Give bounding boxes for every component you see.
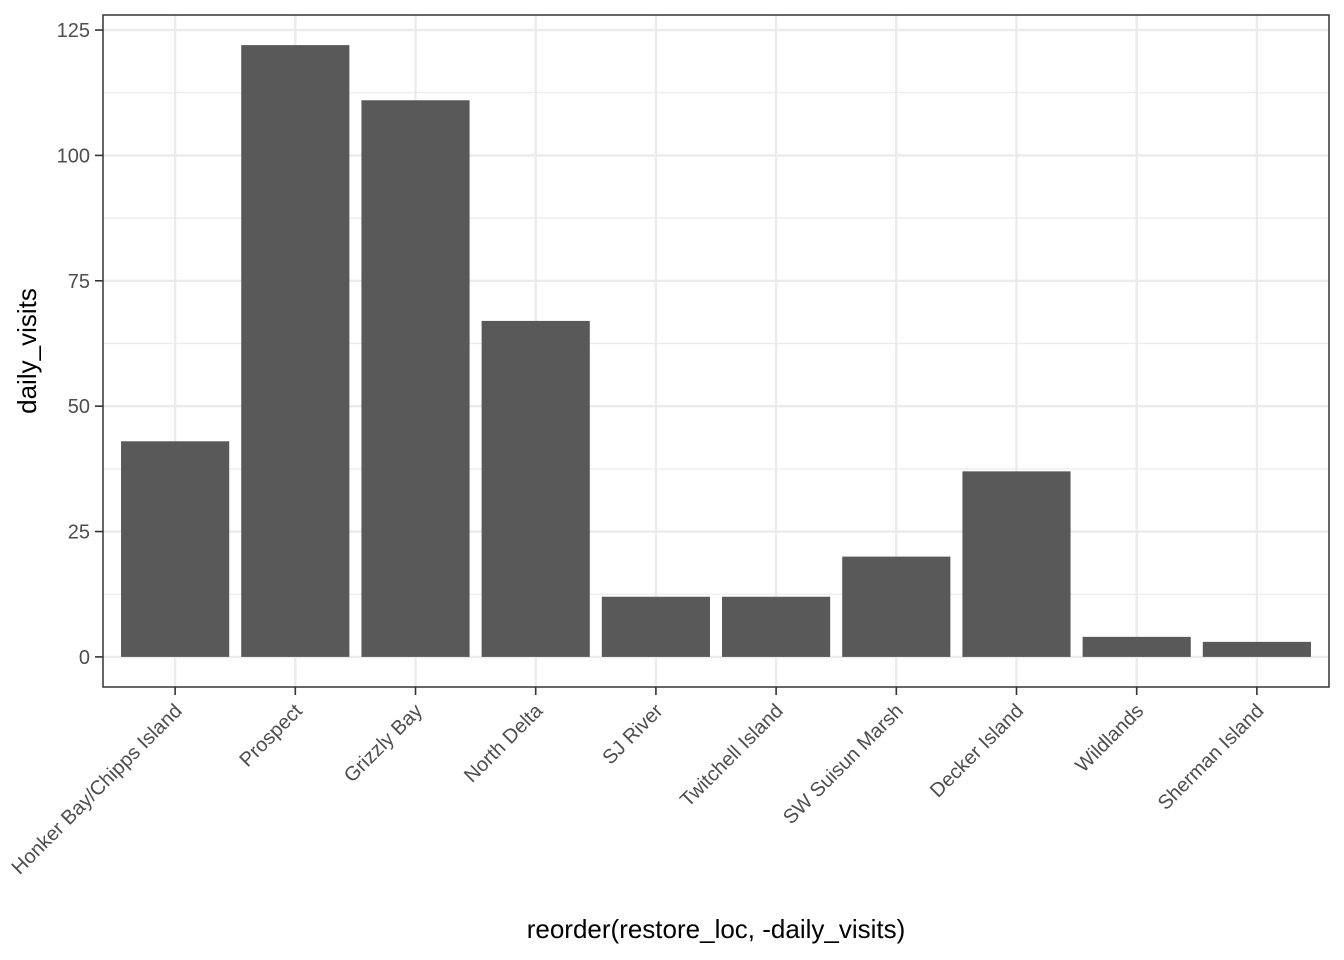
x-tick-label: SW Suisun Marsh: [779, 700, 908, 829]
y-tick-label: 75: [68, 271, 90, 293]
x-tick-label: North Delta: [460, 699, 548, 787]
bar: [842, 556, 951, 657]
x-tick-label: Wildlands: [1071, 700, 1148, 777]
x-tick-label: Honker Bay/Chipps Island: [8, 700, 187, 879]
x-tick-label: Twitchell Island: [676, 700, 787, 811]
y-axis: 0 25 50 75 100 125: [57, 20, 103, 669]
bar: [241, 45, 350, 657]
x-axis-title: reorder(restore_loc, -daily_visits): [527, 914, 906, 944]
x-tick-label: Grizzly Bay: [340, 700, 427, 787]
bar: [121, 441, 230, 657]
y-tick-label: 125: [57, 20, 90, 42]
bar: [722, 596, 831, 657]
x-tick-label: Prospect: [235, 700, 307, 772]
x-tick-label: SJ River: [598, 700, 667, 769]
bar: [962, 471, 1071, 657]
bar: [1202, 641, 1311, 657]
bar: [361, 100, 470, 657]
panel-border: [102, 14, 1330, 688]
y-tick-label: 0: [79, 647, 90, 669]
bar: [601, 596, 710, 657]
y-tick-label: 25: [68, 522, 90, 544]
x-axis: Honker Bay/Chipps Island Prospect Grizzly …: [8, 687, 1269, 879]
x-tick-label: Sherman Island: [1154, 700, 1269, 815]
y-tick-label: 100: [57, 145, 90, 167]
bars: [121, 45, 1311, 657]
bar: [481, 320, 590, 657]
y-tick-label: 50: [68, 396, 90, 418]
bar: [1082, 636, 1191, 657]
y-axis-title: daily_visits: [12, 288, 42, 414]
x-tick-label: Decker Island: [926, 700, 1028, 802]
